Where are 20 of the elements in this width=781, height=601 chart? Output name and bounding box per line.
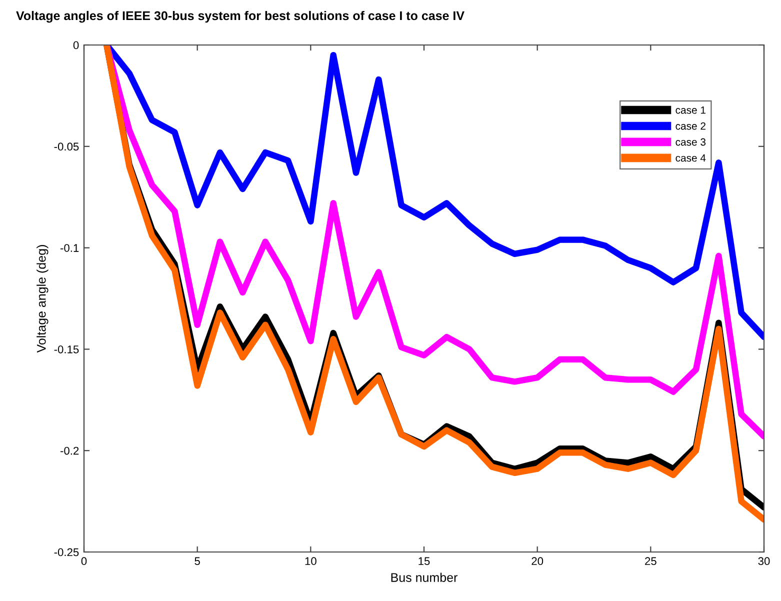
y-tick-label: -0.2 bbox=[60, 446, 79, 455]
y-tick-label: -0.05 bbox=[54, 142, 79, 151]
legend-label: case 2 bbox=[676, 122, 706, 130]
y-tick-label: -0.25 bbox=[54, 548, 79, 556]
x-tick-label: 20 bbox=[532, 557, 544, 566]
x-tick-label: 5 bbox=[194, 557, 200, 566]
legend-label: case 4 bbox=[676, 154, 706, 162]
legend-label: case 3 bbox=[676, 138, 706, 146]
x-tick-label: 30 bbox=[758, 557, 770, 566]
y-tick-label: -0.15 bbox=[54, 345, 79, 354]
chart-title: Voltage angles of IEEE 30-bus system for best solutions of case I to case IV bbox=[16, 10, 464, 23]
x-tick-label: 0 bbox=[81, 557, 87, 566]
x-axis-title: Bus number bbox=[391, 572, 458, 582]
y-tick-label: -0.1 bbox=[60, 244, 79, 252]
legend-label: case 1 bbox=[676, 106, 706, 114]
x-tick-label: 25 bbox=[645, 557, 656, 566]
x-tick-label: 10 bbox=[305, 557, 316, 566]
y-tick-label: 0 bbox=[73, 41, 79, 50]
y-axis-title: Voltage angle (deg) bbox=[36, 245, 48, 353]
x-tick-label: 15 bbox=[418, 557, 430, 566]
